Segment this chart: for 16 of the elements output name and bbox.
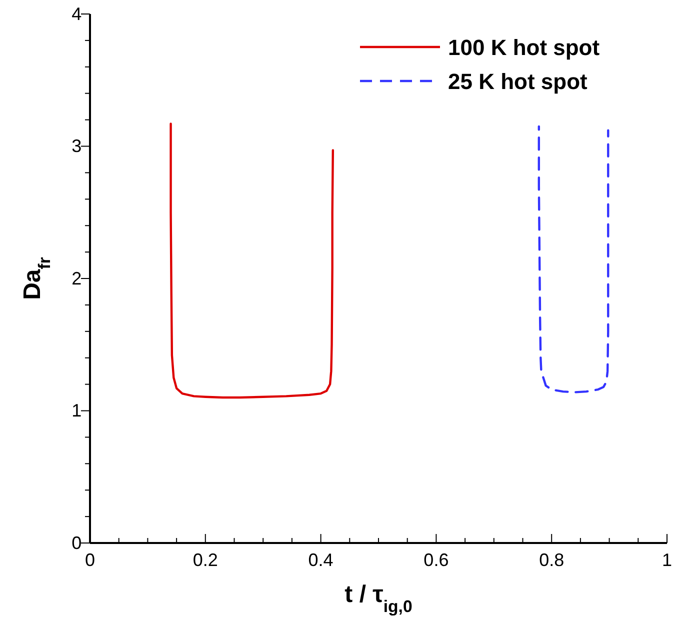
line-series [170,122,334,399]
line-series [538,125,610,394]
y-tick-label: 1 [72,400,82,421]
legend-label: 25 K hot spot [448,69,588,94]
legend-label: 100 K hot spot [448,35,600,60]
x-tick-label: 0.2 [192,550,218,570]
x-tick-label: 0.4 [308,550,334,570]
y-tick-label: 2 [72,268,82,288]
x-tick-label: 0 [84,550,96,570]
y-tick-label: 4 [72,4,82,24]
x-tick-label: 1 [662,550,672,570]
y-tick-label: 3 [72,136,82,156]
x-axis-title: t / τ$_{ig,0}$ [344,581,412,616]
x-tick-label: 0.6 [424,550,449,570]
y-tick-label: 0 [72,532,82,553]
x-tick-label: 0.8 [539,550,564,570]
